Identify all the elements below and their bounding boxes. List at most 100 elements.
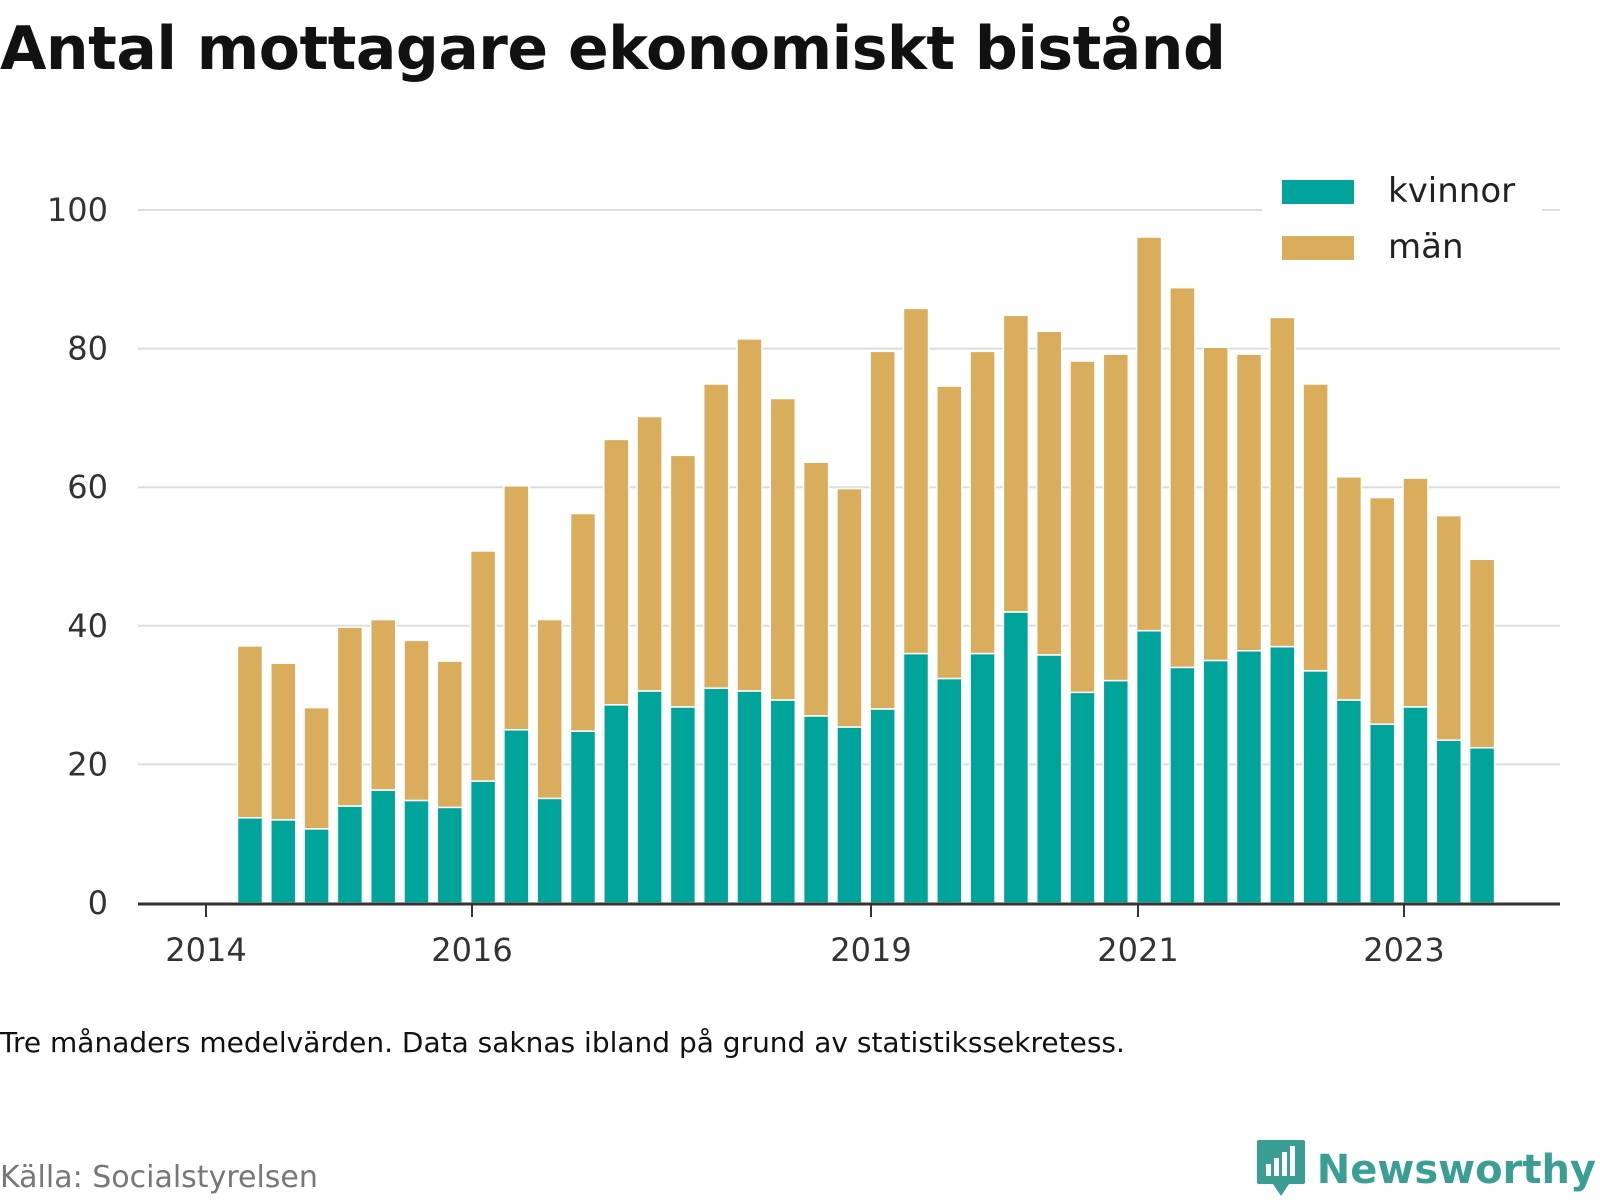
bars — [236, 236, 1496, 904]
bar-man-30 — [1235, 353, 1263, 652]
bar-kvinnor-35 — [1402, 706, 1429, 904]
bar-kvinnor-8 — [503, 729, 530, 904]
bar-man-12 — [636, 415, 663, 692]
bar-kvinnor-7 — [469, 780, 497, 904]
bar-kvinnor-16 — [769, 699, 797, 904]
bar-man-14 — [702, 383, 730, 689]
legend-swatch-kvinnor — [1282, 180, 1354, 204]
newsworthy-logo-icon — [1255, 1138, 1307, 1202]
brand-logo: Newsworthy — [1255, 1140, 1596, 1200]
bar-man-0 — [236, 645, 264, 819]
stacked-bar-chart: 0 20 40 60 80 100 2014 2016 2019 2021 2023 kvinno… — [46, 166, 1560, 969]
bar-kvinnor-30 — [1235, 649, 1263, 904]
bar-man-9 — [536, 618, 563, 800]
bar-man-32 — [1302, 383, 1329, 672]
bar-kvinnor-22 — [969, 652, 996, 904]
bar-kvinnor-32 — [1302, 670, 1329, 904]
bar-man-24 — [1035, 330, 1063, 656]
bar-man-2 — [303, 706, 330, 830]
bar-man-25 — [1069, 360, 1096, 694]
x-tick-label: 2014 — [165, 931, 246, 969]
bar-kvinnor-18 — [836, 726, 863, 904]
x-tick-label: 2021 — [1097, 931, 1178, 969]
bar-kvinnor-6 — [436, 806, 464, 904]
bar-man-19 — [869, 350, 896, 710]
bar-kvinnor-0 — [236, 817, 264, 904]
chart-title: Antal mottagare ekonomiskt bistånd — [0, 14, 1226, 84]
legend: kvinnor män — [1262, 166, 1542, 276]
bar-kvinnor-3 — [336, 805, 364, 904]
brand-name: Newsworthy — [1316, 1147, 1596, 1193]
bar-kvinnor-12 — [636, 690, 663, 904]
bar-kvinnor-15 — [736, 690, 763, 904]
bar-kvinnor-27 — [1135, 629, 1163, 904]
chart-note: Tre månaders medelvärden. Data saknas ib… — [0, 1026, 1125, 1059]
bar-man-10 — [569, 512, 597, 732]
y-tick-label: 80 — [67, 330, 108, 368]
bar-kvinnor-21 — [936, 677, 963, 904]
bar-man-7 — [469, 550, 497, 782]
bar-man-31 — [1269, 316, 1296, 648]
bar-man-26 — [1102, 353, 1130, 682]
x-tick-label: 2019 — [830, 931, 911, 969]
bar-kvinnor-25 — [1069, 691, 1096, 904]
bar-kvinnor-5 — [403, 799, 430, 904]
bar-man-11 — [603, 438, 630, 706]
bar-kvinnor-9 — [536, 797, 563, 904]
bar-man-6 — [436, 660, 464, 809]
bar-kvinnor-17 — [802, 715, 830, 904]
bar-kvinnor-10 — [569, 730, 597, 904]
legend-label-man: män — [1388, 227, 1464, 267]
bar-kvinnor-34 — [1368, 723, 1396, 904]
bar-man-21 — [936, 385, 963, 680]
x-axis: 2014 2016 2019 2021 2023 — [138, 902, 1560, 969]
bar-man-13 — [669, 454, 697, 708]
bar-man-4 — [369, 618, 397, 791]
bar-man-28 — [1169, 286, 1196, 669]
bar-man-37 — [1468, 558, 1496, 749]
x-tick-label: 2023 — [1363, 931, 1444, 969]
bar-man-20 — [902, 307, 930, 655]
legend-label-kvinnor: kvinnor — [1388, 171, 1515, 211]
bar-kvinnor-24 — [1035, 654, 1063, 904]
y-tick-label: 100 — [47, 191, 108, 229]
bar-man-29 — [1202, 346, 1229, 662]
bar-kvinnor-26 — [1102, 679, 1130, 904]
y-tick-label: 40 — [67, 607, 108, 645]
bar-man-34 — [1368, 496, 1396, 725]
bar-kvinnor-14 — [702, 687, 730, 904]
source-credit: Källa: Socialstyrelsen — [0, 1160, 318, 1195]
bar-kvinnor-28 — [1169, 666, 1196, 904]
bar-man-18 — [836, 487, 863, 728]
bar-man-17 — [802, 461, 830, 717]
bar-man-36 — [1435, 514, 1463, 741]
bar-man-22 — [969, 350, 996, 655]
bar-man-33 — [1335, 476, 1363, 701]
bar-man-8 — [503, 485, 530, 731]
y-tick-label: 60 — [67, 468, 108, 506]
bar-man-1 — [270, 662, 297, 821]
bar-kvinnor-29 — [1202, 659, 1229, 904]
bar-kvinnor-23 — [1002, 611, 1030, 904]
bar-man-35 — [1402, 477, 1429, 708]
bar-man-27 — [1135, 236, 1163, 632]
bar-kvinnor-33 — [1335, 699, 1363, 904]
bar-kvinnor-1 — [270, 819, 297, 904]
x-tick-label: 2016 — [431, 931, 512, 969]
bar-kvinnor-20 — [902, 652, 930, 904]
bar-man-15 — [736, 338, 763, 692]
bar-kvinnor-11 — [603, 704, 630, 904]
bar-kvinnor-36 — [1435, 739, 1463, 904]
bar-kvinnor-2 — [303, 828, 330, 904]
bar-kvinnor-13 — [669, 706, 697, 904]
bar-kvinnor-31 — [1269, 645, 1296, 904]
legend-swatch-man — [1282, 236, 1354, 260]
bar-man-23 — [1002, 314, 1030, 613]
bar-man-3 — [336, 626, 364, 807]
bar-kvinnor-19 — [869, 708, 896, 904]
bar-kvinnor-37 — [1468, 747, 1496, 904]
bar-man-16 — [769, 397, 797, 701]
y-axis-ticks: 0 20 40 60 80 100 — [47, 191, 108, 922]
bar-kvinnor-4 — [369, 789, 397, 904]
y-tick-label: 0 — [88, 884, 108, 922]
